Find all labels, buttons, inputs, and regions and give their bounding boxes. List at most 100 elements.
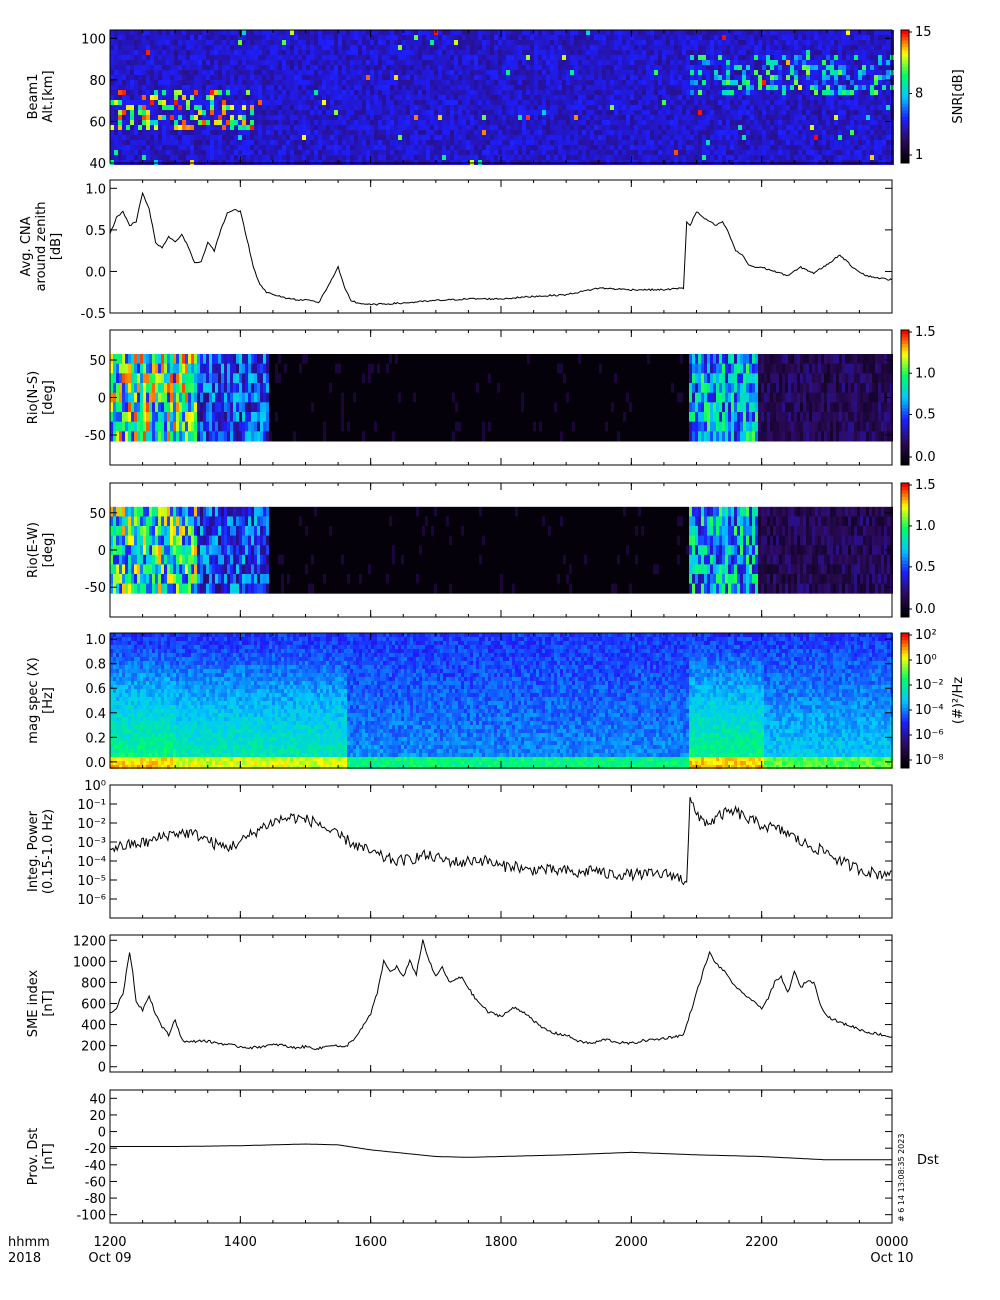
heatmap-cell xyxy=(370,105,374,110)
heatmap-cell xyxy=(354,150,358,155)
heatmap-cell xyxy=(494,130,498,135)
heatmap-cell xyxy=(238,40,242,45)
heatmap-cell xyxy=(630,65,634,70)
heatmap-cell xyxy=(302,110,306,115)
heatmap-cell xyxy=(262,80,266,85)
heatmap-cell xyxy=(358,135,362,140)
heatmap-cell xyxy=(838,125,842,130)
heatmap-cell xyxy=(714,140,718,145)
heatmap-cell xyxy=(382,125,386,130)
heatmap-cell xyxy=(754,115,758,120)
heatmap-cell xyxy=(222,80,226,85)
heatmap-cell xyxy=(694,75,698,80)
heatmap-cell xyxy=(462,150,466,155)
heatmap-cell xyxy=(746,80,750,85)
heatmap-cell xyxy=(558,95,562,100)
heatmap-cell xyxy=(170,115,174,120)
heatmap-cell xyxy=(334,90,338,95)
heatmap-cell xyxy=(370,110,374,115)
heatmap-cell xyxy=(570,125,574,130)
heatmap-cell xyxy=(734,40,738,45)
heatmap-cell xyxy=(146,35,150,40)
heatmap-cell xyxy=(814,120,818,125)
heatmap-cell xyxy=(622,95,626,100)
heatmap-cell xyxy=(170,95,174,100)
heatmap-cell xyxy=(394,75,398,80)
heatmap-cell xyxy=(222,45,226,50)
heatmap-cell xyxy=(846,100,850,105)
heatmap-cell xyxy=(250,150,254,155)
heatmap-cell xyxy=(266,135,270,140)
heatmap-cell xyxy=(602,110,606,115)
heatmap-cell xyxy=(182,90,186,95)
heatmap-cell xyxy=(382,130,386,135)
heatmap-cell xyxy=(426,110,430,115)
heatmap-cell xyxy=(310,155,314,160)
heatmap-cell xyxy=(110,45,114,50)
heatmap-cell xyxy=(610,65,614,70)
heatmap-cell xyxy=(266,125,270,130)
heatmap-cell xyxy=(110,150,114,155)
heatmap-cell xyxy=(254,30,258,35)
heatmap-cell xyxy=(646,55,650,60)
heatmap-cell xyxy=(386,85,390,90)
heatmap-cell xyxy=(130,90,134,95)
heatmap-cell xyxy=(406,125,410,130)
heatmap-cell xyxy=(314,80,318,85)
heatmap-cell xyxy=(622,105,626,110)
heatmap-cell xyxy=(470,30,474,35)
heatmap-cell xyxy=(762,120,766,125)
heatmap-cell xyxy=(514,40,518,45)
heatmap-cell xyxy=(610,105,614,110)
heatmap-cell xyxy=(566,65,570,70)
heatmap-cell xyxy=(410,135,414,140)
heatmap-cell xyxy=(846,65,850,70)
heatmap-cell xyxy=(638,45,642,50)
heatmap-cell xyxy=(138,70,142,75)
heatmap-cell xyxy=(202,60,206,65)
heatmap-cell xyxy=(258,85,262,90)
heatmap-cell xyxy=(386,80,390,85)
heatmap-cell xyxy=(270,95,274,100)
heatmap-cell xyxy=(402,60,406,65)
heatmap-cell xyxy=(706,105,710,110)
heatmap-cell xyxy=(846,85,850,90)
heatmap-cell xyxy=(446,135,450,140)
heatmap-cell xyxy=(814,130,818,135)
heatmap-cell xyxy=(442,45,446,50)
heatmap-cell xyxy=(734,100,738,105)
heatmap-cell xyxy=(114,40,118,45)
heatmap-cell xyxy=(538,125,542,130)
heatmap-cell xyxy=(274,115,278,120)
heatmap-cell xyxy=(646,95,650,100)
heatmap-cell xyxy=(294,145,298,150)
heatmap-cell xyxy=(122,45,126,50)
heatmap-cell xyxy=(450,95,454,100)
heatmap-cell xyxy=(346,70,350,75)
heatmap-cell xyxy=(266,70,270,75)
heatmap-cell xyxy=(386,55,390,60)
heatmap-cell xyxy=(770,155,774,160)
heatmap-cell xyxy=(390,30,394,35)
heatmap-cell xyxy=(142,100,146,105)
heatmap-cell xyxy=(714,40,718,45)
heatmap-cell xyxy=(306,145,310,150)
heatmap-cell xyxy=(706,150,710,155)
heatmap-cell xyxy=(186,155,190,160)
heatmap-cell xyxy=(378,95,382,100)
heatmap-cell xyxy=(414,95,418,100)
heatmap-cell xyxy=(638,90,642,95)
heatmap-cell xyxy=(730,120,734,125)
heatmap-cell xyxy=(742,155,746,160)
heatmap-cell xyxy=(838,50,842,55)
heatmap-cell xyxy=(222,150,226,155)
heatmap-cell xyxy=(514,110,518,115)
heatmap-cell xyxy=(618,105,622,110)
heatmap-cell xyxy=(586,125,590,130)
heatmap-cell xyxy=(650,150,654,155)
heatmap-cell xyxy=(622,45,626,50)
heatmap-cell xyxy=(410,95,414,100)
heatmap-cell xyxy=(238,120,242,125)
heatmap-cell xyxy=(634,145,638,150)
heatmap-cell xyxy=(542,80,546,85)
